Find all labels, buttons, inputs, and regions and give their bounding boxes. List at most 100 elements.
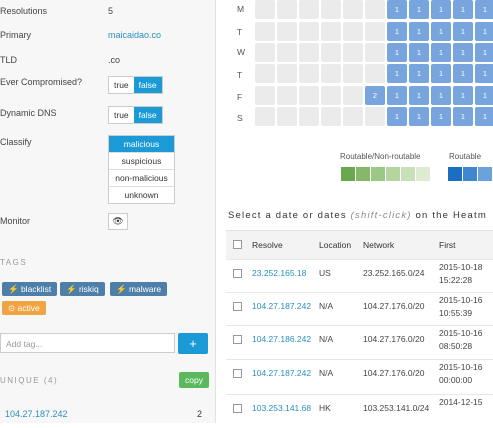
classify-option-suspicious[interactable]: suspicious — [109, 153, 174, 170]
heatmap-cell[interactable] — [255, 64, 275, 83]
heatmap-cell[interactable]: 1 — [431, 86, 451, 105]
resolve-ip-link[interactable]: 104.27.187.242 — [252, 368, 312, 378]
heatmap-cell[interactable] — [343, 22, 363, 41]
heatmap-cell[interactable]: 1 — [409, 22, 429, 41]
heatmap-cell[interactable]: 1 — [475, 64, 493, 83]
primary-link[interactable]: maicaidao.co — [108, 30, 162, 40]
heatmap-cell[interactable]: 1 — [453, 43, 473, 62]
heatmap-cell[interactable] — [343, 107, 363, 126]
table-row[interactable] — [226, 259, 493, 293]
heatmap-cell[interactable]: 1 — [409, 107, 429, 126]
row-checkbox[interactable] — [233, 302, 242, 311]
heatmap-cell[interactable]: 1 — [475, 43, 493, 62]
tag-blacklist[interactable]: ⚡ blacklist — [2, 282, 58, 296]
row-checkbox[interactable] — [233, 335, 242, 344]
row-checkbox[interactable] — [233, 404, 242, 413]
heatmap-cell[interactable] — [321, 22, 341, 41]
classify-option-malicious[interactable]: malicious — [109, 136, 174, 153]
compromised-true-option[interactable]: true — [114, 80, 129, 90]
heatmap-cell[interactable] — [365, 0, 385, 19]
heatmap-cell[interactable] — [255, 0, 275, 19]
heatmap-cell[interactable] — [343, 64, 363, 83]
heatmap-cell[interactable] — [255, 22, 275, 41]
classify-option-unknown[interactable]: unknown — [124, 190, 159, 200]
heatmap-cell[interactable]: 1 — [387, 22, 407, 41]
heatmap-cell[interactable] — [299, 107, 319, 126]
heatmap-cell[interactable]: 1 — [475, 0, 493, 19]
heatmap-cell[interactable]: 1 — [431, 43, 451, 62]
add-tag-input[interactable]: Add tag... — [0, 333, 175, 353]
dyndns-false-option[interactable]: false — [133, 107, 162, 123]
heatmap-cell[interactable]: 1 — [409, 43, 429, 62]
tag-riskiq[interactable]: ⚡ riskiq — [60, 282, 105, 296]
heatmap-cell[interactable] — [277, 43, 297, 62]
heatmap-cell[interactable]: 1 — [453, 64, 473, 83]
col-location[interactable]: Location — [319, 240, 352, 250]
table-row[interactable] — [226, 325, 493, 359]
row-checkbox[interactable] — [233, 269, 242, 278]
dyndns-true-option[interactable]: true — [114, 110, 129, 120]
heatmap-cell[interactable] — [255, 43, 275, 62]
heatmap-cell[interactable] — [343, 0, 363, 19]
heatmap-cell[interactable] — [299, 64, 319, 83]
heatmap-cell[interactable] — [255, 86, 275, 105]
heatmap-cell[interactable]: 1 — [475, 22, 493, 41]
heatmap-cell[interactable] — [365, 64, 385, 83]
col-resolve[interactable]: Resolve — [252, 240, 283, 250]
heatmap-cell[interactable] — [365, 43, 385, 62]
heatmap-cell[interactable]: 1 — [475, 86, 493, 105]
col-first[interactable]: First — [439, 240, 456, 250]
heatmap-cell[interactable]: 1 — [453, 86, 473, 105]
heatmap-cell[interactable] — [321, 86, 341, 105]
classify-option-non-malicious[interactable]: non-malicious — [109, 170, 174, 187]
heatmap-cell[interactable] — [299, 43, 319, 62]
heatmap-cell[interactable]: 1 — [431, 64, 451, 83]
resolve-ip-link[interactable]: 104.27.187.242 — [252, 301, 312, 311]
tag-malware[interactable]: ⚡ malware — [110, 282, 168, 296]
heatmap-cell[interactable] — [299, 86, 319, 105]
monitor-eye-icon[interactable]: 👁 — [108, 213, 128, 230]
heatmap-cell[interactable] — [255, 107, 275, 126]
add-tag-button[interactable]: + — [178, 333, 208, 354]
heatmap-cell[interactable]: 1 — [431, 0, 451, 19]
heatmap-cell[interactable]: 1 — [453, 107, 473, 126]
heatmap-cell[interactable] — [321, 64, 341, 83]
copy-button[interactable]: copy — [179, 372, 209, 388]
heatmap-cell[interactable] — [321, 43, 341, 62]
heatmap-cell[interactable] — [277, 64, 297, 83]
heatmap-cell[interactable]: 1 — [409, 64, 429, 83]
heatmap-cell[interactable]: 1 — [387, 0, 407, 19]
resolve-ip-link[interactable]: 103.253.141.68 — [252, 403, 312, 413]
heatmap-cell[interactable] — [365, 107, 385, 126]
heatmap-cell[interactable] — [277, 0, 297, 19]
heatmap-cell[interactable]: 1 — [409, 86, 429, 105]
active-badge[interactable]: ⊙ active — [2, 301, 46, 315]
select-all-checkbox[interactable] — [233, 240, 242, 249]
heatmap-cell[interactable]: 1 — [387, 43, 407, 62]
table-row[interactable] — [226, 394, 493, 428]
compromised-false-option[interactable]: false — [133, 77, 162, 93]
heatmap-cell[interactable] — [321, 0, 341, 19]
heatmap-cell[interactable]: 1 — [409, 0, 429, 19]
heatmap-cell[interactable] — [343, 86, 363, 105]
heatmap-cell[interactable]: 1 — [453, 22, 473, 41]
heatmap-cell[interactable]: 1 — [387, 86, 407, 105]
heatmap-cell[interactable] — [299, 22, 319, 41]
heatmap-cell[interactable] — [277, 22, 297, 41]
row-checkbox[interactable] — [233, 369, 242, 378]
heatmap-cell[interactable]: 1 — [387, 107, 407, 126]
col-network[interactable]: Network — [363, 240, 395, 250]
heatmap-cell[interactable] — [321, 107, 341, 126]
heatmap-cell[interactable]: 1 — [475, 107, 493, 126]
unique-ip-link[interactable]: 104.27.187.242 — [5, 409, 68, 419]
heatmap-cell[interactable]: 2 — [365, 86, 385, 105]
resolve-ip-link[interactable]: 23.252.165.18 — [252, 268, 307, 278]
heatmap-cell[interactable]: 1 — [431, 107, 451, 126]
heatmap-cell[interactable] — [299, 0, 319, 19]
table-row[interactable] — [226, 292, 493, 326]
heatmap-cell[interactable] — [277, 86, 297, 105]
heatmap-cell[interactable]: 1 — [431, 22, 451, 41]
heatmap-cell[interactable]: 1 — [453, 0, 473, 19]
heatmap-cell[interactable]: 1 — [387, 64, 407, 83]
table-row[interactable] — [226, 359, 493, 393]
